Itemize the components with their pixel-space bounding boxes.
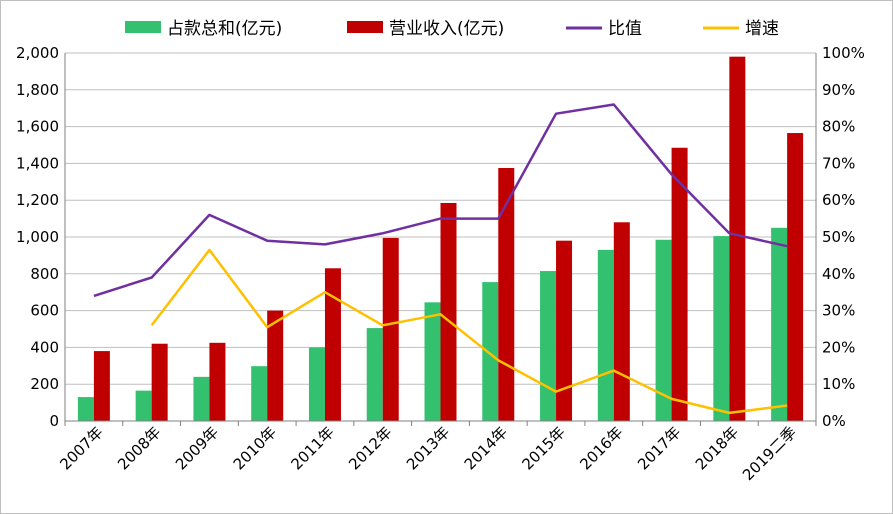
y-left-tick-label: 1,000: [16, 228, 59, 246]
bar-revenue: [209, 342, 226, 421]
y-left-tick-label: 1,400: [16, 154, 59, 172]
bars: [77, 56, 804, 422]
y-left-tick-label: 1,800: [16, 81, 59, 99]
y-right-tick-label: 20%: [822, 338, 855, 356]
bar-revenue: [498, 168, 515, 421]
y-left-tick-label: 200: [30, 375, 59, 393]
legend-label: 营业收入(亿元): [389, 19, 504, 39]
legend-label: 增速: [745, 19, 779, 39]
bar-revenue: [151, 343, 168, 421]
bar-occupied-funds: [424, 302, 441, 421]
bar-occupied-funds: [482, 282, 499, 421]
y-right-tick-label: 50%: [822, 228, 855, 246]
y-left-tick-label: 0: [49, 412, 59, 430]
bar-revenue: [787, 133, 804, 422]
bar-revenue: [93, 351, 110, 421]
bar-occupied-funds: [308, 347, 325, 421]
bar-occupied-funds: [771, 227, 788, 421]
y-right-tick-label: 70%: [822, 154, 855, 172]
bar-occupied-funds: [77, 397, 94, 421]
bar-revenue: [440, 202, 457, 421]
legend: 占款总和(亿元) 营业收入(亿元) 比值 增速: [125, 19, 779, 39]
bar-occupied-funds: [713, 236, 730, 421]
bar-occupied-funds: [193, 376, 210, 421]
bar-revenue: [556, 240, 573, 421]
bar-revenue: [267, 310, 284, 421]
y-left-tick-label: 600: [30, 302, 59, 320]
y-right-tick-label: 0%: [822, 412, 846, 430]
legend-label: 占款总和(亿元): [167, 19, 282, 39]
lines: [93, 103, 788, 415]
line-ratio: [93, 103, 788, 298]
y-left-tick-label: 800: [30, 265, 59, 283]
legend-label: 比值: [608, 19, 642, 39]
bar-occupied-funds: [135, 390, 152, 421]
legend-swatch: [347, 21, 383, 33]
y-left-tick-label: 400: [30, 338, 59, 356]
bar-occupied-funds: [366, 328, 383, 421]
bar-revenue: [324, 268, 341, 421]
y-right-tick-label: 40%: [822, 265, 855, 283]
bar-revenue: [382, 237, 399, 421]
y-right-tick-label: 30%: [822, 302, 855, 320]
bar-occupied-funds: [540, 271, 557, 421]
bar-occupied-funds: [655, 239, 672, 421]
bar-revenue: [729, 56, 746, 422]
bar-revenue: [613, 222, 630, 421]
y-left-tick-label: 2,000: [16, 44, 59, 62]
y-right-tick-label: 90%: [822, 81, 855, 99]
bar-occupied-funds: [251, 366, 268, 421]
bar-revenue: [671, 147, 688, 421]
y-left-tick-label: 1,600: [16, 118, 59, 136]
legend-swatch: [125, 21, 161, 33]
y-right-tick-label: 60%: [822, 191, 855, 209]
y-left-tick-label: 1,200: [16, 191, 59, 209]
y-right-tick-label: 80%: [822, 118, 855, 136]
line-growth: [150, 248, 788, 415]
y-right-tick-label: 100%: [822, 44, 865, 62]
bar-occupied-funds: [597, 249, 614, 421]
y-right-tick-label: 10%: [822, 375, 855, 393]
